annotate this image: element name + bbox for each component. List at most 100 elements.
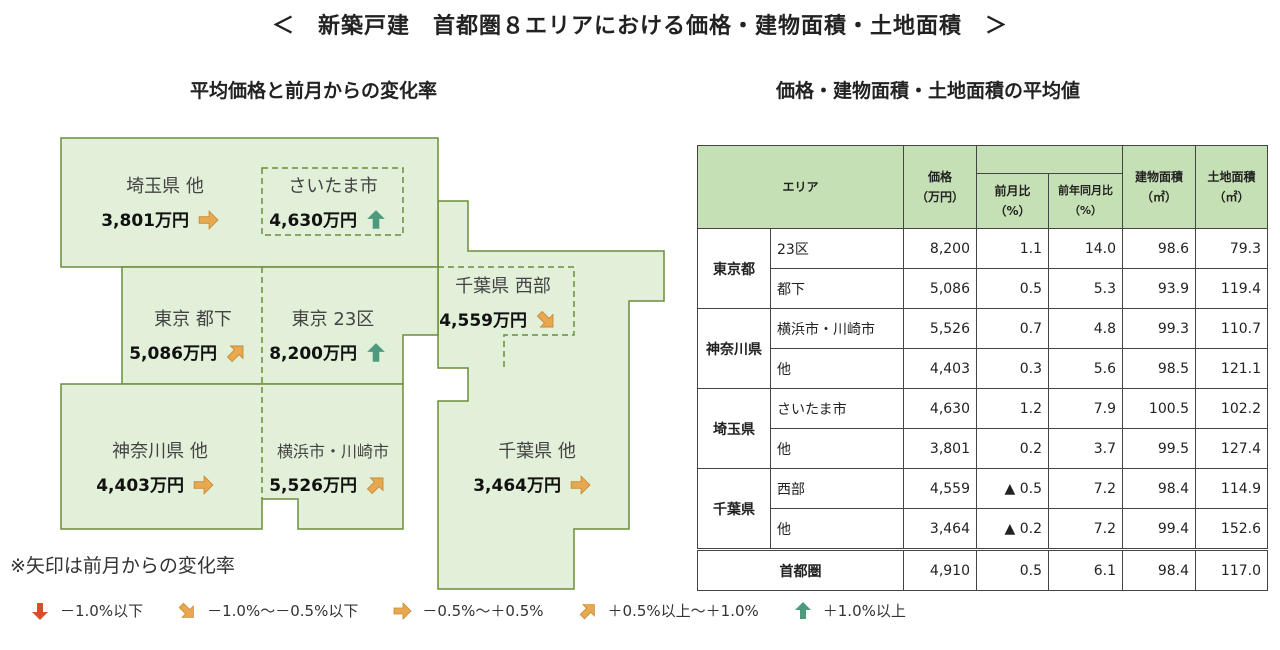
total-label: 首都圏 <box>697 548 904 591</box>
region-price-tokyo_other: 5,086万円 <box>129 344 217 364</box>
building-cell: 93.9 <box>1122 268 1196 309</box>
arrow-diag-up-icon <box>579 603 595 619</box>
price-cell: 5,526 <box>903 308 977 349</box>
pref-cell: 東京都 <box>697 228 771 309</box>
arrow-note: ※矢印は前月からの変化率 <box>10 555 235 577</box>
region-arrow-yokohama <box>366 477 384 495</box>
sub-area-cell: 他 <box>770 348 904 389</box>
header-mom: 前月比 （%） <box>976 173 1049 229</box>
table-row: 他 3,464 ▲ 0.2 7.2 99.4 152.6 <box>698 508 1268 550</box>
arrow-up-icon <box>367 210 385 229</box>
mom-cell: 1.2 <box>976 388 1049 429</box>
mom-cell: 0.3 <box>976 348 1049 389</box>
total-cell: 0.5 <box>976 548 1049 591</box>
yoy-cell: 7.2 <box>1048 468 1123 509</box>
legend-label: ＋1.0%以上 <box>822 602 906 620</box>
sub-area-cell: 横浜市・川崎市 <box>770 308 904 349</box>
legend-item: －1.0%以下 <box>30 600 143 621</box>
sub-area-cell: 23区 <box>770 228 904 269</box>
region-name-saitama_city: さいたま市 <box>288 176 377 197</box>
table-row: 他 4,403 0.3 5.6 98.5 121.1 <box>698 348 1268 389</box>
arrow-up-icon <box>367 343 385 362</box>
arrow-diag-down-icon <box>178 602 194 618</box>
building-cell: 99.5 <box>1122 428 1196 469</box>
land-cell: 127.4 <box>1195 428 1268 469</box>
region-price-tokyo_23: 8,200万円 <box>269 344 357 364</box>
region-saitama <box>60 137 439 268</box>
land-cell: 119.4 <box>1195 268 1268 309</box>
region-chiba <box>437 200 665 590</box>
arrow-diag-down-icon <box>536 310 554 328</box>
header-land: 土地面積 （㎡） <box>1195 145 1268 229</box>
total-cell: 98.4 <box>1122 548 1196 591</box>
region-name-chiba_west: 千葉県 西部 <box>455 276 551 297</box>
total-row: 首都圏 4,910 0.5 6.1 98.4 117.0 <box>697 548 1268 591</box>
table-row: 都下 5,086 0.5 5.3 93.9 119.4 <box>698 268 1268 309</box>
mom-cell: ▲ 0.2 <box>976 508 1049 550</box>
land-cell: 152.6 <box>1195 508 1268 550</box>
yoy-cell: 7.9 <box>1048 388 1123 429</box>
pref-cell: 埼玉県 <box>697 388 771 469</box>
table-row: 神奈川県 横浜市・川崎市 5,526 0.7 4.8 99.3 110.7 <box>697 308 1268 389</box>
region-price-chiba_other: 3,464万円 <box>473 476 561 496</box>
region-price-chiba_west: 4,559万円 <box>439 311 527 331</box>
table-title: 価格・建物面積・土地面積の平均値 <box>776 80 1081 102</box>
page-title: ＜ 新築戸建 首都圏８エリアにおける価格・建物面積・土地面積 ＞ <box>271 14 1008 39</box>
region-arrow-tokyo_other <box>226 345 244 363</box>
mom-cell: 0.7 <box>976 308 1049 349</box>
land-cell: 114.9 <box>1195 468 1268 509</box>
header-area: エリア <box>697 145 904 229</box>
sub-area-cell: さいたま市 <box>770 388 904 429</box>
region-price-saitama_other: 3,801万円 <box>101 211 189 231</box>
building-cell: 99.4 <box>1122 508 1196 550</box>
summary-table: エリア 価格 （万円） 建物面積 （㎡） 土地面積 （㎡） 前月比 （%） 前年同月比（… <box>697 145 1268 591</box>
header-building: 建物面積 （㎡） <box>1122 145 1196 229</box>
arrow-right-icon <box>570 475 591 495</box>
legend-label: －0.5%～＋0.5% <box>422 602 544 620</box>
land-cell: 110.7 <box>1195 308 1268 349</box>
building-cell: 98.6 <box>1122 228 1196 269</box>
legend: －1.0%以下 －1.0%～－0.5%以下 －0.5%～＋0.5% ＋0.5%以上～＋… <box>30 600 906 621</box>
arrow-right-icon <box>198 210 219 230</box>
building-cell: 100.5 <box>1122 388 1196 429</box>
legend-label: ＋0.5%以上～＋1.0% <box>607 602 759 620</box>
region-arrow-tokyo_23 <box>367 343 385 362</box>
building-cell: 98.5 <box>1122 348 1196 389</box>
legend-label: －1.0%以下 <box>60 602 144 620</box>
arrow-up-icon <box>794 601 811 619</box>
arrow-right-icon <box>393 601 412 620</box>
saitama-city-boundary <box>261 167 404 236</box>
legend-item: －0.5%～＋0.5% <box>392 600 544 621</box>
legend-item: －1.0%～－0.5%以下 <box>177 600 358 621</box>
yoy-cell: 7.2 <box>1048 508 1123 550</box>
price-cell: 4,403 <box>903 348 977 389</box>
building-cell: 98.4 <box>1122 468 1196 509</box>
region-name-chiba_other: 千葉県 他 <box>498 441 576 462</box>
header-yoy: 前年同月比 （%） <box>1048 173 1123 229</box>
region-name-yokohama: 横浜市・川崎市 <box>277 442 389 461</box>
land-cell: 102.2 <box>1195 388 1268 429</box>
region-arrow-saitama_city <box>367 210 385 229</box>
mom-cell: 1.1 <box>976 228 1049 269</box>
sub-area-cell: 他 <box>770 508 904 550</box>
price-cell: 3,464 <box>903 508 977 550</box>
region-name-tokyo_other: 東京 都下 <box>154 309 232 330</box>
yoy-cell: 3.7 <box>1048 428 1123 469</box>
land-cell: 79.3 <box>1195 228 1268 269</box>
sub-area-cell: 都下 <box>770 268 904 309</box>
region-arrow-chiba_west <box>536 310 554 328</box>
mom-cell: 0.5 <box>976 268 1049 309</box>
chiba-west-boundary <box>438 266 575 368</box>
building-cell: 99.3 <box>1122 308 1196 349</box>
sub-area-cell: 西部 <box>770 468 904 509</box>
table-row: 他 3,801 0.2 3.7 99.5 127.4 <box>698 428 1268 469</box>
region-name-saitama_other: 埼玉県 他 <box>126 176 204 197</box>
legend-item: ＋0.5%以上～＋1.0% <box>578 600 759 621</box>
price-cell: 3,801 <box>903 428 977 469</box>
legend-label: －1.0%～－0.5%以下 <box>207 602 359 620</box>
total-cell: 6.1 <box>1048 548 1123 591</box>
arrow-right-icon <box>193 475 214 495</box>
price-cell: 4,559 <box>903 468 977 509</box>
